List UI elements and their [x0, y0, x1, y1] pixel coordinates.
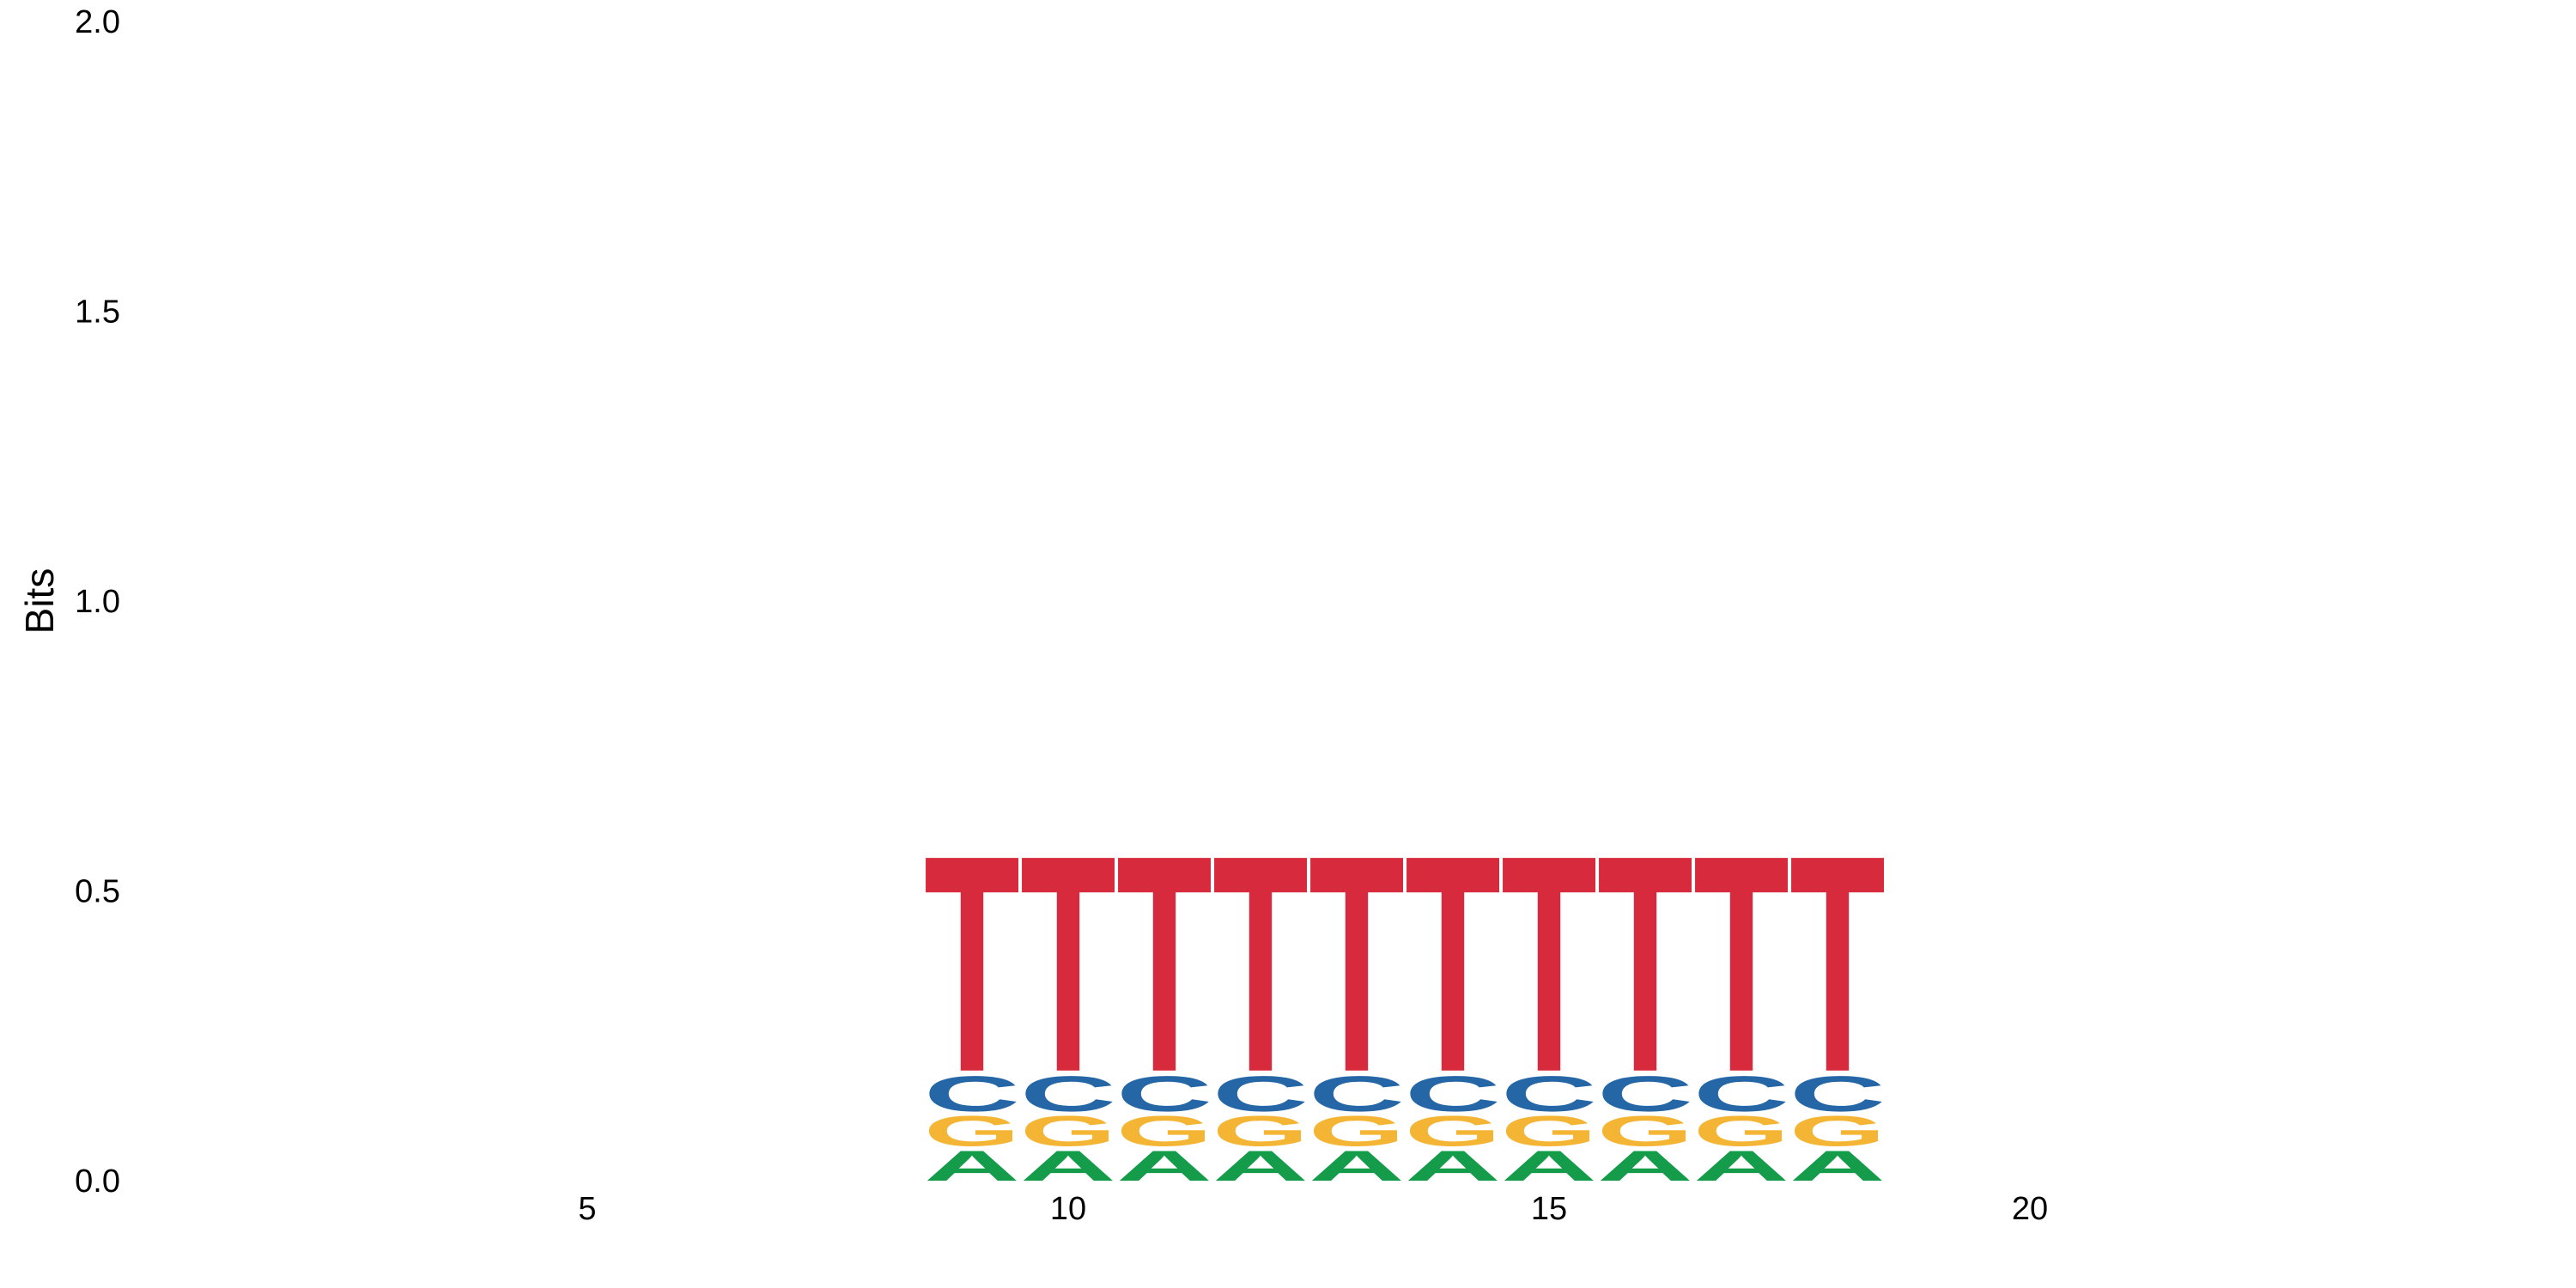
logo-letter-T: T — [1405, 790, 1501, 1136]
x-tick-label: 20 — [2012, 1191, 2048, 1227]
y-tick-label: 2.0 — [75, 4, 120, 40]
logo-letter-T: T — [1597, 790, 1693, 1136]
logo-letter-C: C — [1693, 1066, 1789, 1121]
logo-letter-T: T — [1116, 790, 1212, 1136]
logo-letter-T: T — [1020, 790, 1116, 1136]
logo-letter-A: A — [924, 1142, 1020, 1190]
logo-letter-T: T — [1212, 790, 1309, 1136]
logo-letter-A: A — [1116, 1142, 1212, 1190]
logo-letter-G: G — [1405, 1107, 1501, 1155]
y-tick-label: 0.0 — [75, 1163, 120, 1200]
logo-letter-G: G — [1116, 1107, 1212, 1155]
logo-letter-A: A — [1693, 1142, 1789, 1190]
logo-letter-C: C — [1789, 1066, 1886, 1121]
y-tick-label: 0.5 — [75, 874, 120, 910]
x-tick-label: 10 — [1050, 1191, 1086, 1227]
logo-letter-G: G — [1501, 1107, 1597, 1155]
logo-letter-G: G — [924, 1107, 1020, 1155]
logo-letter-A: A — [1405, 1142, 1501, 1190]
logo-letter-A: A — [1020, 1142, 1116, 1190]
logo-letter-C: C — [1597, 1066, 1693, 1121]
logo-letter-A: A — [1212, 1142, 1309, 1190]
logo-letter-C: C — [1501, 1066, 1597, 1121]
logo-letter-G: G — [1693, 1107, 1789, 1155]
logo-letter-T: T — [1309, 790, 1405, 1136]
logo-letter-G: G — [1020, 1107, 1116, 1155]
logo-letter-T: T — [924, 790, 1020, 1136]
logo-letter-T: T — [1693, 790, 1789, 1136]
logo-letter-G: G — [1597, 1107, 1693, 1155]
x-tick-label: 15 — [1531, 1191, 1567, 1227]
logo-letter-T: T — [1501, 790, 1597, 1136]
logo-letter-C: C — [1212, 1066, 1309, 1121]
logo-letter-G: G — [1212, 1107, 1309, 1155]
logo-letter-C: C — [1020, 1066, 1116, 1121]
logo-letter-G: G — [1789, 1107, 1886, 1155]
logo-letter-C: C — [1405, 1066, 1501, 1121]
x-tick-label: 5 — [578, 1191, 596, 1227]
logo-letter-A: A — [1789, 1142, 1886, 1190]
logo-letter-C: C — [924, 1066, 1020, 1121]
logo-letter-G: G — [1309, 1107, 1405, 1155]
logo-letter-C: C — [1309, 1066, 1405, 1121]
x-axis-ticks: 5 10 15 20 — [578, 1191, 2048, 1227]
logo-letter-A: A — [1597, 1142, 1693, 1190]
logo-letter-T: T — [1789, 790, 1886, 1136]
y-axis-ticks: 0.0 0.5 1.0 1.5 2.0 — [75, 4, 120, 1200]
logo-letter-A: A — [1501, 1142, 1597, 1190]
logo-letter-C: C — [1116, 1066, 1212, 1121]
logo-letter-A: A — [1309, 1142, 1405, 1190]
y-axis-title: Bits — [17, 568, 62, 635]
y-tick-label: 1.0 — [75, 584, 120, 620]
y-tick-label: 1.5 — [75, 295, 120, 331]
